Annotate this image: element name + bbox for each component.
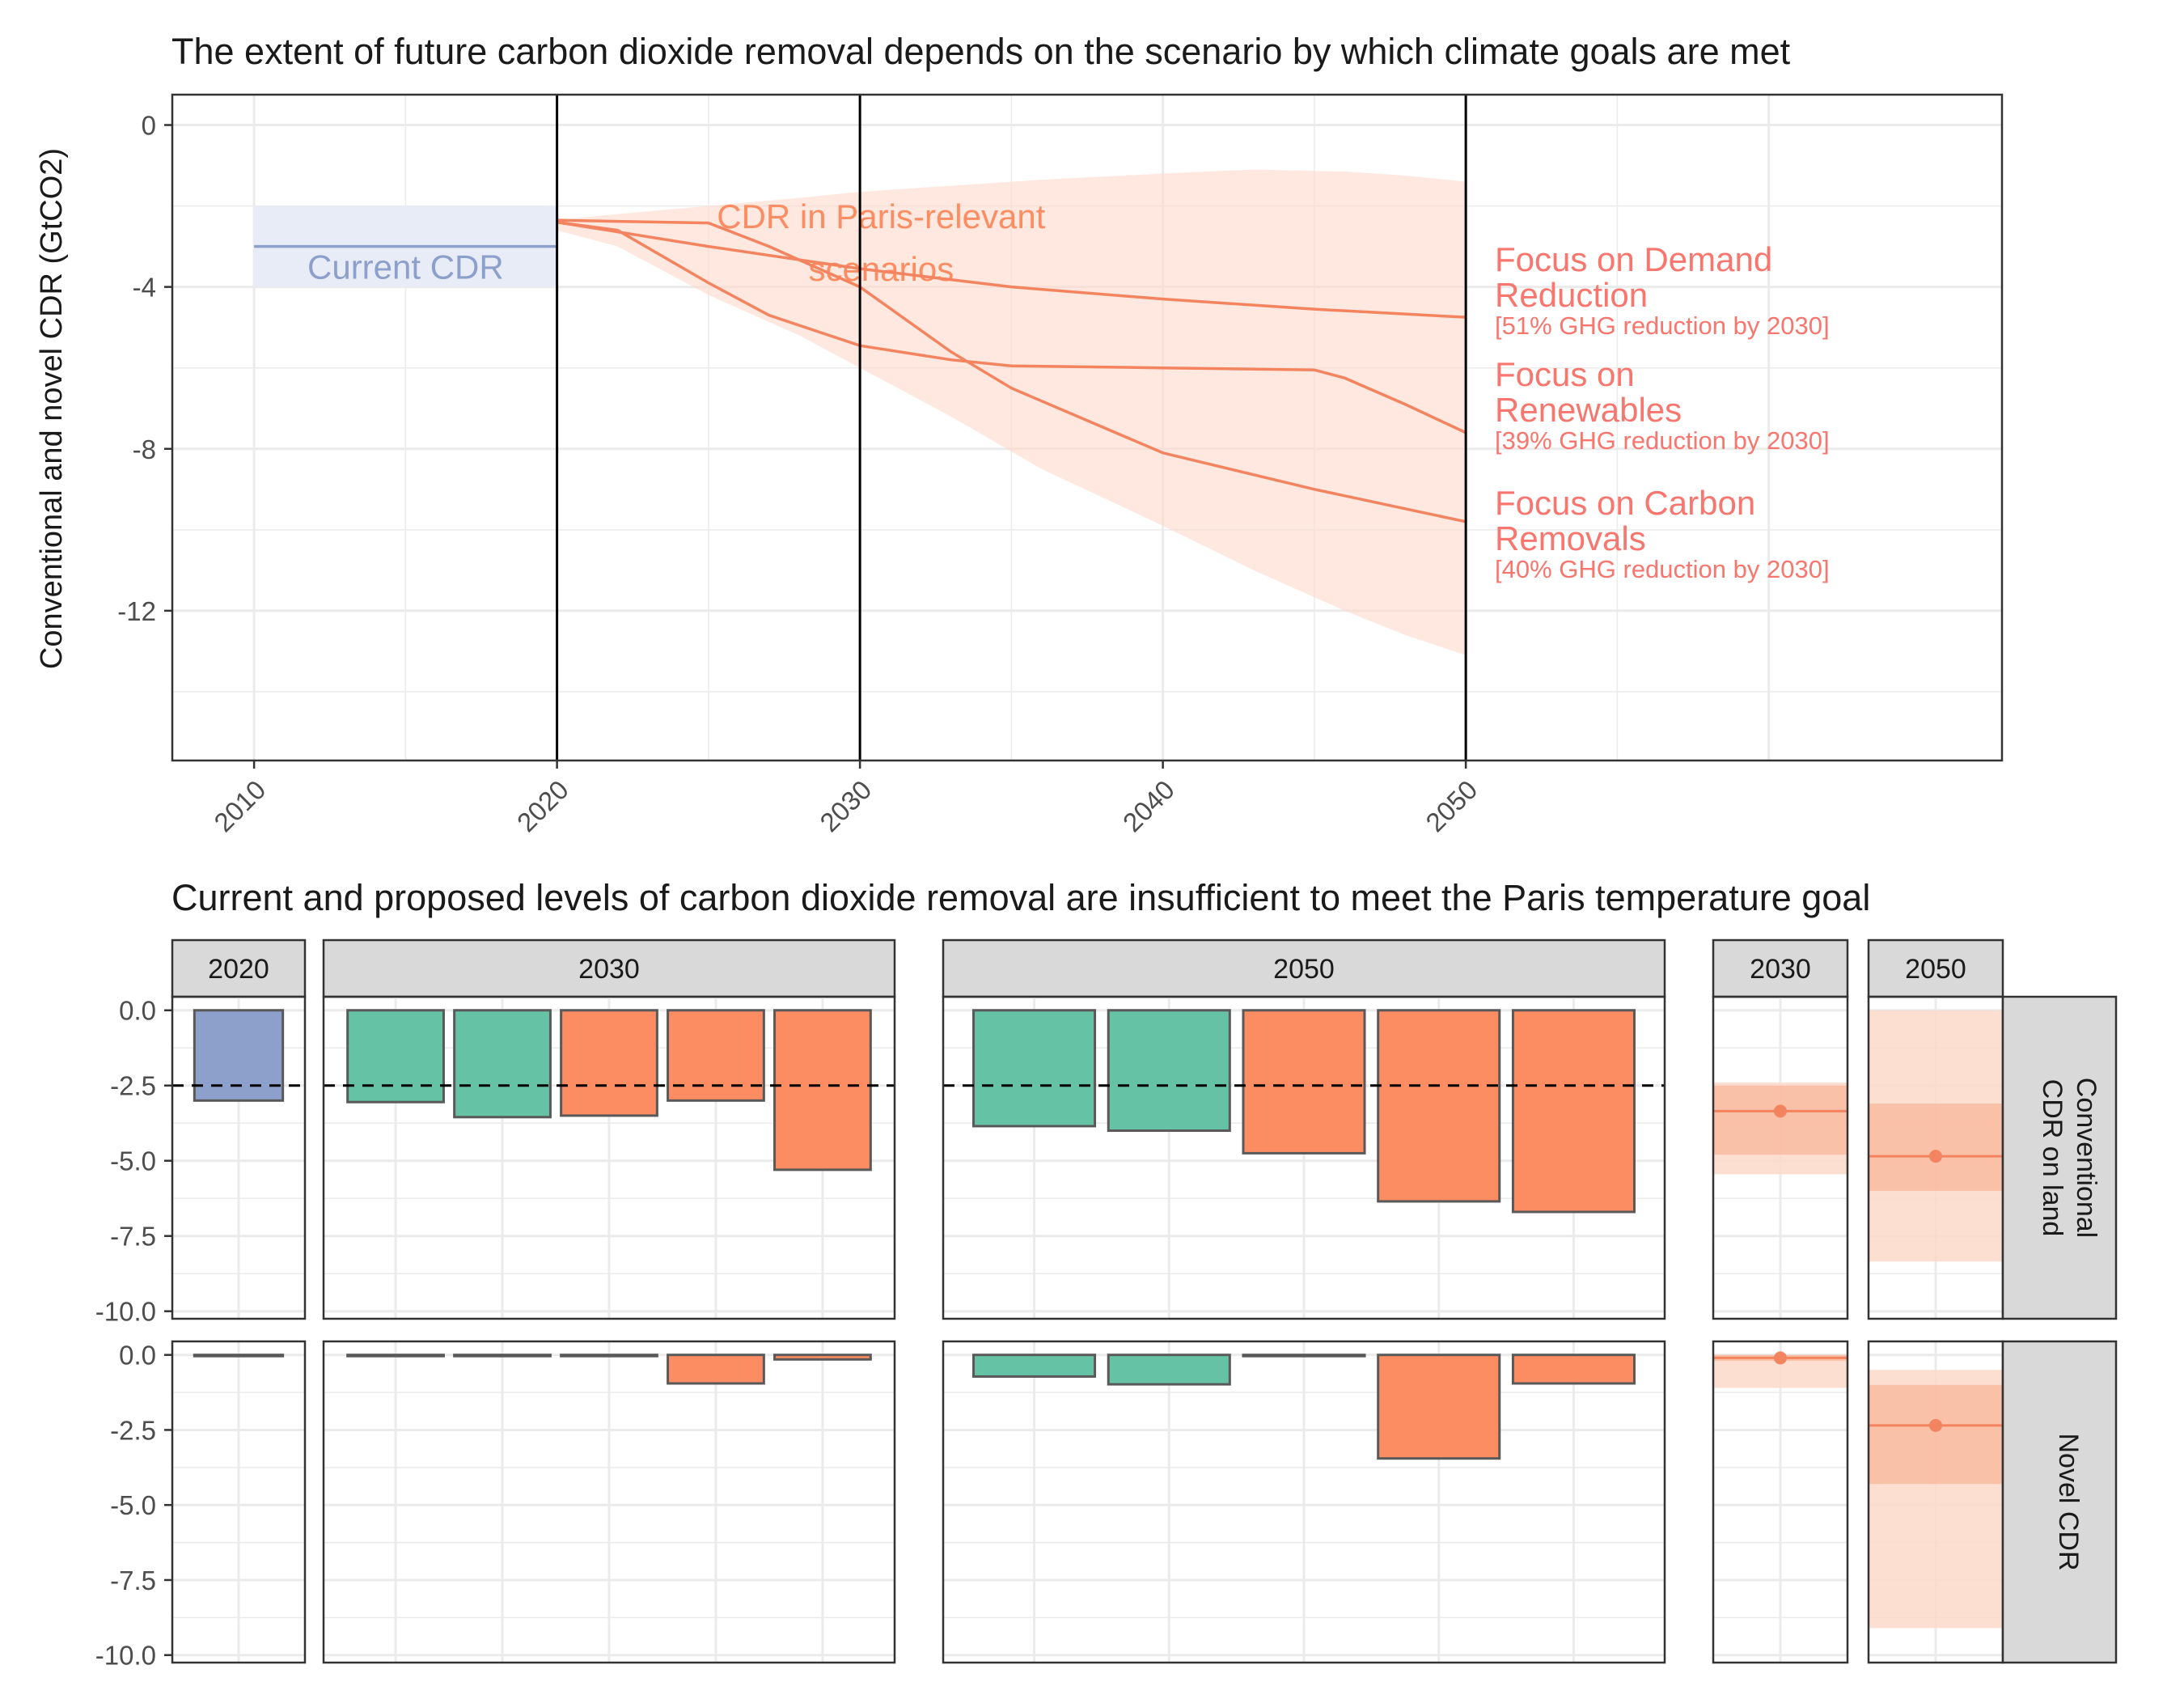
scenario-name-label: Renewables xyxy=(1495,391,1682,429)
scenario-note-label: [40% GHG reduction by 2030] xyxy=(1495,555,1830,583)
bar xyxy=(193,1354,285,1358)
facet-strip-label: 2050 xyxy=(1273,954,1335,985)
scenario-name-label: Reduction xyxy=(1495,276,1648,314)
facet-strip-label: 2030 xyxy=(578,954,640,985)
row-strip xyxy=(2001,1340,2118,1664)
range-inner-band xyxy=(1869,1104,2003,1191)
y-tick-label: 0 xyxy=(142,111,156,141)
bar-panel-border xyxy=(322,1340,896,1664)
y-tick-label: -10.0 xyxy=(95,1297,156,1327)
bar xyxy=(773,1354,872,1361)
bar-panel-border xyxy=(322,995,896,1320)
y-tick-label: -7.5 xyxy=(110,1566,156,1595)
bottom-chart-title: Current and proposed levels of carbon di… xyxy=(171,877,1870,918)
scenario-name-label: Removals xyxy=(1495,519,1646,557)
paris-scenarios-envelope xyxy=(557,169,1467,655)
bar-panel-border xyxy=(942,1340,1666,1664)
range-median-point xyxy=(1929,1418,1942,1432)
top-chart-y-axis-label: Conventional and novel CDR (GtCO2) xyxy=(35,148,69,669)
bar xyxy=(1377,1354,1501,1460)
scenario-name-label: Focus on Carbon xyxy=(1495,484,1755,522)
range-median-point xyxy=(1774,1351,1787,1365)
y-tick-label: -5.0 xyxy=(110,1490,156,1520)
row-strip-label: Novel CDR xyxy=(2053,1433,2084,1570)
bar xyxy=(773,1009,872,1172)
envelope-label: CDR in Paris-relevant xyxy=(717,197,1045,235)
y-tick-label: -4 xyxy=(133,273,156,303)
facet-strip xyxy=(322,938,896,998)
range-panel-border xyxy=(1712,995,1849,1320)
bar xyxy=(1242,1354,1366,1358)
scenario-line xyxy=(557,220,1467,434)
range-median-point xyxy=(1929,1150,1942,1163)
envelope-label: scenarios xyxy=(808,250,954,288)
bar xyxy=(453,1009,552,1119)
y-tick-label: -10.0 xyxy=(95,1641,156,1671)
bar-panel-border xyxy=(942,995,1666,1320)
bar xyxy=(1107,1009,1231,1133)
bar xyxy=(453,1354,552,1358)
y-tick-label: -8 xyxy=(133,434,156,464)
bar xyxy=(1377,1009,1501,1203)
facet-strip xyxy=(942,938,1666,998)
bar xyxy=(972,1354,1097,1378)
bar xyxy=(560,1354,658,1358)
y-tick-label: 0.0 xyxy=(119,996,156,1026)
bar xyxy=(972,1009,1097,1128)
row-strip xyxy=(2001,995,2118,1320)
top-panel-border xyxy=(171,93,2004,762)
row-strip-label: CDR on land xyxy=(2037,1079,2068,1237)
facet-strip-label: 2020 xyxy=(208,954,269,985)
bar xyxy=(193,1009,285,1102)
y-tick-label: -12 xyxy=(117,596,156,626)
range-inner-band xyxy=(1869,1384,2003,1485)
scenario-name-label: Focus on Demand xyxy=(1495,240,1772,278)
y-tick-label: -2.5 xyxy=(110,1415,156,1445)
range-inner-band xyxy=(1713,1085,1848,1155)
bar xyxy=(667,1354,765,1385)
bar xyxy=(346,1354,445,1358)
row-strip-label: Conventional xyxy=(2071,1078,2101,1238)
range-median-point xyxy=(1774,1104,1787,1118)
bar xyxy=(1511,1009,1636,1214)
bar xyxy=(1511,1354,1636,1385)
top-chart-area: Current CDR CDR in Paris-relevant scenario… xyxy=(117,93,2004,837)
range-facet-strip-label: 2030 xyxy=(1750,954,1811,985)
top-chart-title: The extent of future carbon dioxide remo… xyxy=(171,31,1791,72)
range-panel-border xyxy=(1712,1340,1849,1664)
bar xyxy=(1242,1009,1366,1155)
scenario-note-label: [39% GHG reduction by 2030] xyxy=(1495,426,1830,455)
bar xyxy=(1107,1354,1231,1386)
current-cdr-label: Current CDR xyxy=(307,248,504,286)
y-tick-label: 0.0 xyxy=(119,1341,156,1371)
bar xyxy=(667,1009,765,1102)
range-facet-strip xyxy=(1867,938,2004,998)
y-tick-label: -7.5 xyxy=(110,1222,156,1252)
y-tick-label: -5.0 xyxy=(110,1146,156,1176)
bar xyxy=(560,1009,658,1117)
bar-panel-border xyxy=(171,995,307,1320)
y-tick-label: -2.5 xyxy=(110,1071,156,1101)
bar xyxy=(346,1009,445,1104)
bar-panel-border xyxy=(171,1340,307,1664)
range-facet-strip-label: 2050 xyxy=(1905,954,1966,985)
scenario-name-label: Focus on xyxy=(1495,355,1635,393)
scenario-line xyxy=(557,220,1467,319)
scenario-line xyxy=(557,218,1467,523)
scenario-note-label: [51% GHG reduction by 2030] xyxy=(1495,311,1830,340)
